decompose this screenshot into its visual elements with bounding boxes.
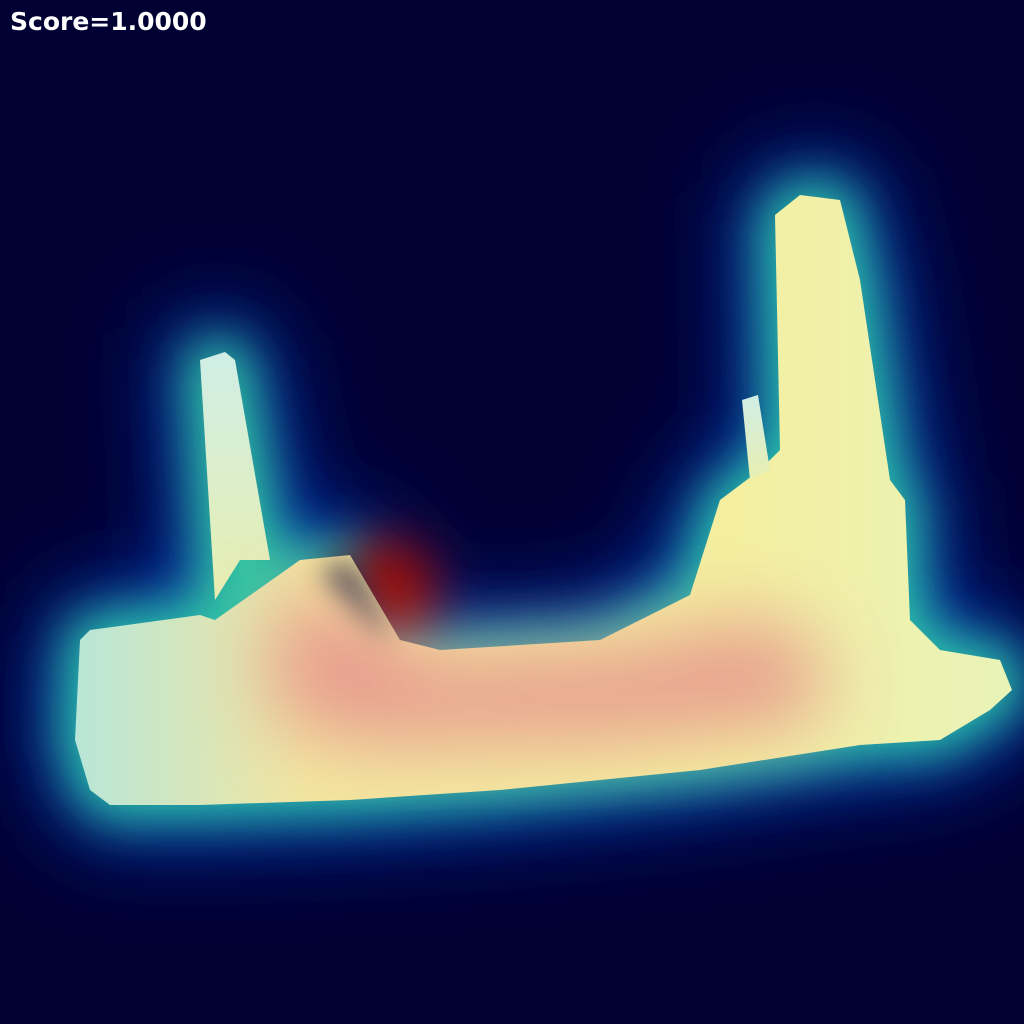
score-label: Score=1.0000 <box>10 7 207 36</box>
heat-hot-region <box>270 600 820 740</box>
object-shadow <box>320 560 395 640</box>
